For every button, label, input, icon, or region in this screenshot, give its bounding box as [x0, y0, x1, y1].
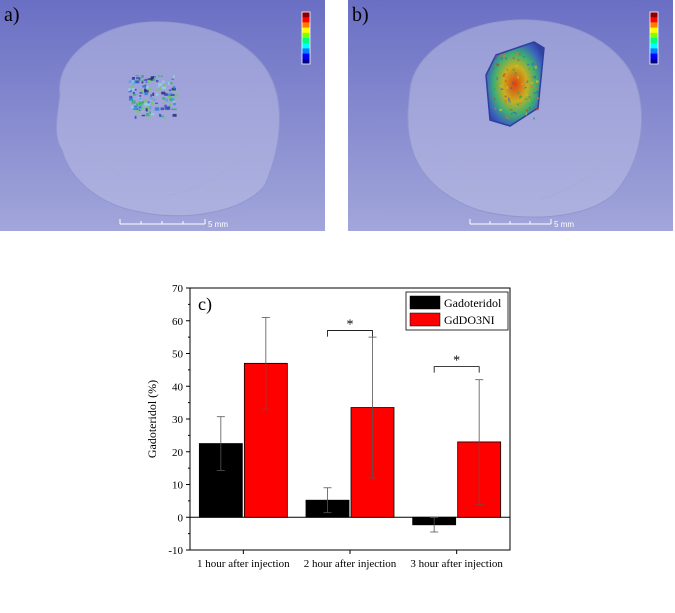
y-tick-label: 20: [172, 447, 184, 459]
x-tick-label: 1 hour after injection: [197, 558, 290, 570]
panel-b-label: b): [352, 4, 369, 26]
significance-star: *: [453, 354, 460, 369]
scale-bar-label: 5 mm: [554, 220, 574, 229]
y-tick-label: 40: [172, 381, 184, 393]
x-tick-label: 2 hour after injection: [304, 558, 397, 570]
y-tick-label: -10: [168, 545, 183, 557]
significance-star: *: [347, 318, 354, 333]
panel-c-label: c): [198, 294, 212, 315]
significance-bracket: [327, 330, 373, 337]
bar-chart-panel: -10 0 10 20 30 40 50 60 70 Gadoteridol (%) 1 hour …: [140, 280, 520, 580]
colorbar: [301, 11, 311, 65]
bar-chart: -10 0 10 20 30 40 50 60 70 Gadoteridol (%) 1 hour …: [145, 283, 511, 570]
panel-a-viewport: 5 mm: [0, 0, 325, 231]
scale-bar: 5 mm: [119, 219, 228, 229]
significance-bracket: [433, 366, 480, 373]
y-tick-label: 60: [172, 316, 184, 328]
y-tick-label: 30: [172, 414, 184, 426]
panel-b-3d-render: 5 mm b): [348, 0, 673, 231]
x-tick-label: 3 hour after injection: [410, 558, 503, 570]
y-tick-label: 0: [178, 512, 184, 524]
legend-entry: GdDO3NI: [444, 313, 495, 327]
y-tick-label: 70: [172, 283, 184, 295]
scale-bar-label: 5 mm: [208, 220, 228, 229]
signal-region-dense: [485, 41, 545, 127]
tumor-ghost-shape: [407, 19, 642, 218]
tumor-ghost-shape: [55, 21, 280, 217]
legend-entry: Gadoteridol: [444, 296, 502, 310]
panel-b-viewport: 5 mm: [348, 0, 673, 231]
panel-a-label: a): [4, 4, 20, 26]
y-tick-label: 10: [172, 480, 184, 492]
panel-a-3d-render: 5 mm a): [0, 0, 325, 231]
y-tick-label: 50: [172, 349, 184, 361]
legend-swatch: [409, 312, 441, 327]
scale-bar: 5 mm: [469, 219, 574, 229]
signal-region-sparse: [128, 75, 178, 119]
colorbar: [649, 11, 659, 65]
legend-swatch: [409, 295, 441, 310]
y-axis-label: Gadoteridol (%): [145, 380, 159, 458]
